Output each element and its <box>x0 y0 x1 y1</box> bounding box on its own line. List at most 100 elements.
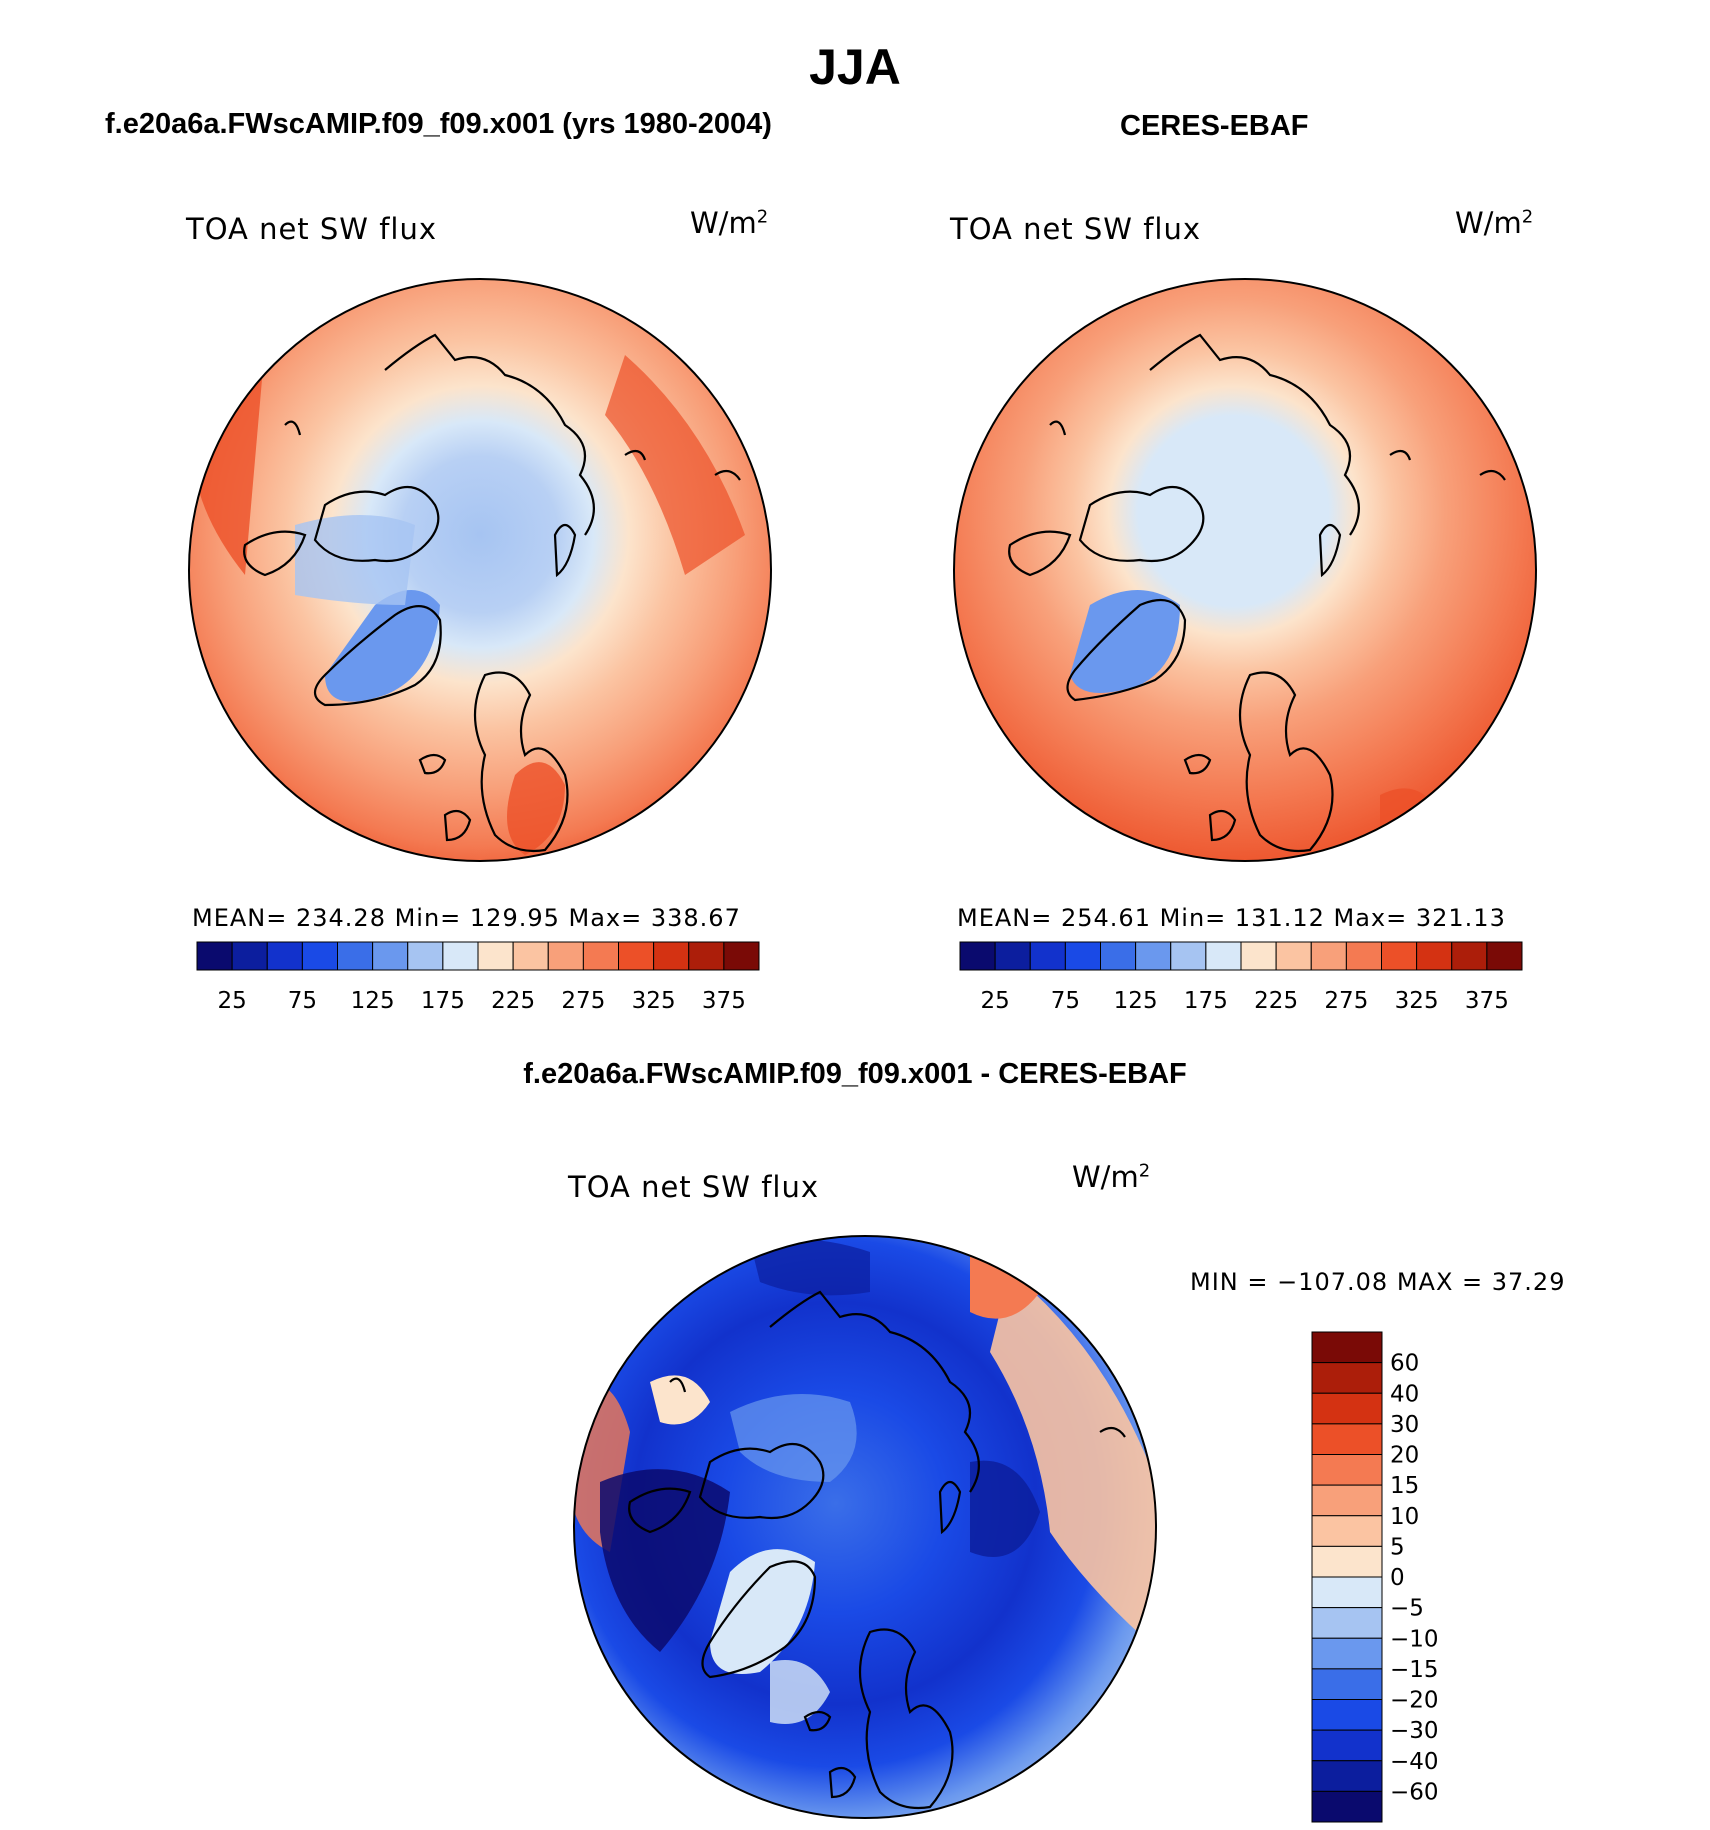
diff-colorbar-tick-label: 60 <box>1390 1351 1419 1377</box>
diff-colorbar-tick-label: 15 <box>1390 1473 1419 1499</box>
diff-field-positive-east <box>990 1272 1156 1652</box>
diff-colorbar-swatch <box>1311 1545 1383 1578</box>
right-polar-map <box>953 278 1537 862</box>
right-coastlines <box>1008 333 1506 853</box>
left-field-warm-region-east <box>605 355 745 575</box>
left-colorbar-swatch <box>688 941 725 971</box>
diff-colorbar-tick-label: 5 <box>1390 1534 1405 1560</box>
left-units: W/m2 <box>690 206 769 240</box>
diff-colorbar-tick-label: −20 <box>1390 1688 1439 1714</box>
diff-coastlines <box>628 1290 1126 1810</box>
right-field-warm-region-south <box>1380 788 1440 860</box>
diff-field-positive-northeast <box>970 1252 1040 1319</box>
left-coastlines <box>243 333 741 853</box>
left-colorbar-swatch <box>512 941 549 971</box>
diff-colorbar-swatch <box>1311 1392 1383 1425</box>
right-colorbar-tick-label: 75 <box>1051 988 1080 1014</box>
right-colorbar-tick-label: 275 <box>1324 988 1368 1014</box>
diff-colorbar-tick-label: −5 <box>1390 1596 1424 1622</box>
diff-colorbar-swatch <box>1311 1423 1383 1455</box>
left-colorbar-swatch <box>337 941 374 971</box>
left-field-scandinavia <box>507 762 565 855</box>
right-colorbar-swatch <box>1416 941 1453 971</box>
left-colorbar-swatch <box>477 941 514 971</box>
diff-colorbar-swatch <box>1311 1484 1383 1517</box>
diff-colorbar-swatch <box>1311 1515 1383 1547</box>
right-stats: MEAN= 254.61 Min= 131.12 Max= 321.13 <box>957 904 1506 932</box>
left-colorbar-swatch <box>196 941 233 971</box>
right-colorbar-swatch <box>1451 941 1488 971</box>
right-units: W/m2 <box>1455 206 1534 240</box>
left-colorbar-swatch <box>582 941 619 971</box>
diff-colorbar-tick-label: −15 <box>1390 1657 1439 1683</box>
left-colorbar-tick-label: 25 <box>217 988 246 1014</box>
right-colorbar-swatch <box>1381 941 1418 971</box>
left-colorbar-swatch <box>407 941 444 971</box>
diff-colorbar-swatch <box>1311 1637 1383 1670</box>
left-colorbar-swatch <box>301 941 338 971</box>
left-colorbar-swatch <box>372 941 409 971</box>
right-field-greenland <box>1070 590 1180 693</box>
diff-colorbar-tick-label: −10 <box>1390 1626 1439 1652</box>
left-colorbar-tick-label: 125 <box>351 988 395 1014</box>
left-colorbar-swatch <box>618 941 655 971</box>
diff-colorbar-swatch <box>1311 1576 1383 1609</box>
figure-title: JJA <box>809 39 901 95</box>
left-colorbar-swatch <box>547 941 584 971</box>
left-colorbar-tick-label: 225 <box>491 988 535 1014</box>
diff-field-near-zero-south <box>770 1660 830 1724</box>
diff-colorbar-swatch <box>1311 1760 1383 1792</box>
diff-field-greenland <box>710 1549 815 1674</box>
left-field-background <box>189 279 771 861</box>
right-colorbar-tick-label: 225 <box>1254 988 1298 1014</box>
right-colorbar-tick-label: 175 <box>1184 988 1228 1014</box>
right-colorbar-swatch <box>1275 941 1312 971</box>
left-colorbar: 25 75 125 175 225 275 325 375 <box>196 941 760 1014</box>
right-colorbar-swatch <box>1486 941 1523 971</box>
right-colorbar-tick-label: 125 <box>1114 988 1158 1014</box>
right-colorbar-swatch <box>1345 941 1382 971</box>
right-colorbar-swatch <box>1310 941 1347 971</box>
diff-colorbar-tick-label: −30 <box>1390 1718 1439 1744</box>
left-colorbar-swatch <box>653 941 690 971</box>
right-colorbar: 25 75 125 175 225 275 325 375 <box>959 941 1523 1014</box>
diff-colorbar-swatch <box>1311 1607 1383 1639</box>
diff-field-strong-negative-canada <box>600 1469 730 1652</box>
diff-colorbar-swatch <box>1311 1331 1383 1364</box>
diff-colorbar-swatch <box>1311 1362 1383 1394</box>
diff-colorbar-tick-label: 30 <box>1390 1412 1419 1438</box>
right-colorbar-swatch <box>1029 941 1066 971</box>
diff-field-near-zero-northwest <box>650 1375 710 1425</box>
diff-polar-map <box>573 1235 1157 1819</box>
diff-panel-title: f.e20a6a.FWscAMIP.f09_f09.x001 - CERES-E… <box>523 1058 1187 1090</box>
left-colorbar-swatch <box>723 941 760 971</box>
left-colorbar-swatch <box>266 941 303 971</box>
diff-colorbar-swatch <box>1311 1668 1383 1700</box>
diff-colorbar-tick-label: 10 <box>1390 1504 1419 1530</box>
left-panel-title: f.e20a6a.FWscAMIP.f09_f09.x001 (yrs 1980… <box>105 108 772 140</box>
diff-field-negative-north <box>750 1238 870 1296</box>
right-colorbar-tick-label: 325 <box>1395 988 1439 1014</box>
right-colorbar-swatch <box>1100 941 1137 971</box>
diff-colorbar-tick-label: −40 <box>1390 1749 1439 1775</box>
diff-field-strong-negative-siberia <box>970 1460 1040 1557</box>
diff-colorbar-swatch <box>1311 1729 1383 1762</box>
right-colorbar-swatch <box>994 941 1031 971</box>
left-colorbar-swatch <box>442 941 479 971</box>
diff-colorbar-tick-label: 40 <box>1390 1381 1419 1407</box>
right-variable-label: TOA net SW flux <box>950 212 1202 246</box>
right-colorbar-swatch <box>1170 941 1207 971</box>
left-colorbar-tick-label: 325 <box>632 988 676 1014</box>
left-stats: MEAN= 234.28 Min= 129.95 Max= 338.67 <box>192 904 741 932</box>
left-colorbar-swatch <box>231 941 268 971</box>
right-panel-title: CERES-EBAF <box>1120 110 1309 142</box>
left-colorbar-tick-label: 175 <box>421 988 465 1014</box>
left-colorbar-tick-label: 275 <box>561 988 605 1014</box>
right-colorbar-swatch <box>1135 941 1172 971</box>
left-variable-label: TOA net SW flux <box>186 212 438 246</box>
diff-colorbar-swatch <box>1311 1790 1383 1823</box>
diff-colorbar-swatch <box>1311 1699 1383 1731</box>
diff-colorbar: 60 40 30 20 15 10 5 0 −5 −10 −15 −20 −30 −40 −60 <box>1311 1331 1439 1823</box>
diff-minmax: MIN = −107.08 MAX = 37.29 <box>1190 1268 1566 1296</box>
right-field-background <box>954 279 1536 861</box>
